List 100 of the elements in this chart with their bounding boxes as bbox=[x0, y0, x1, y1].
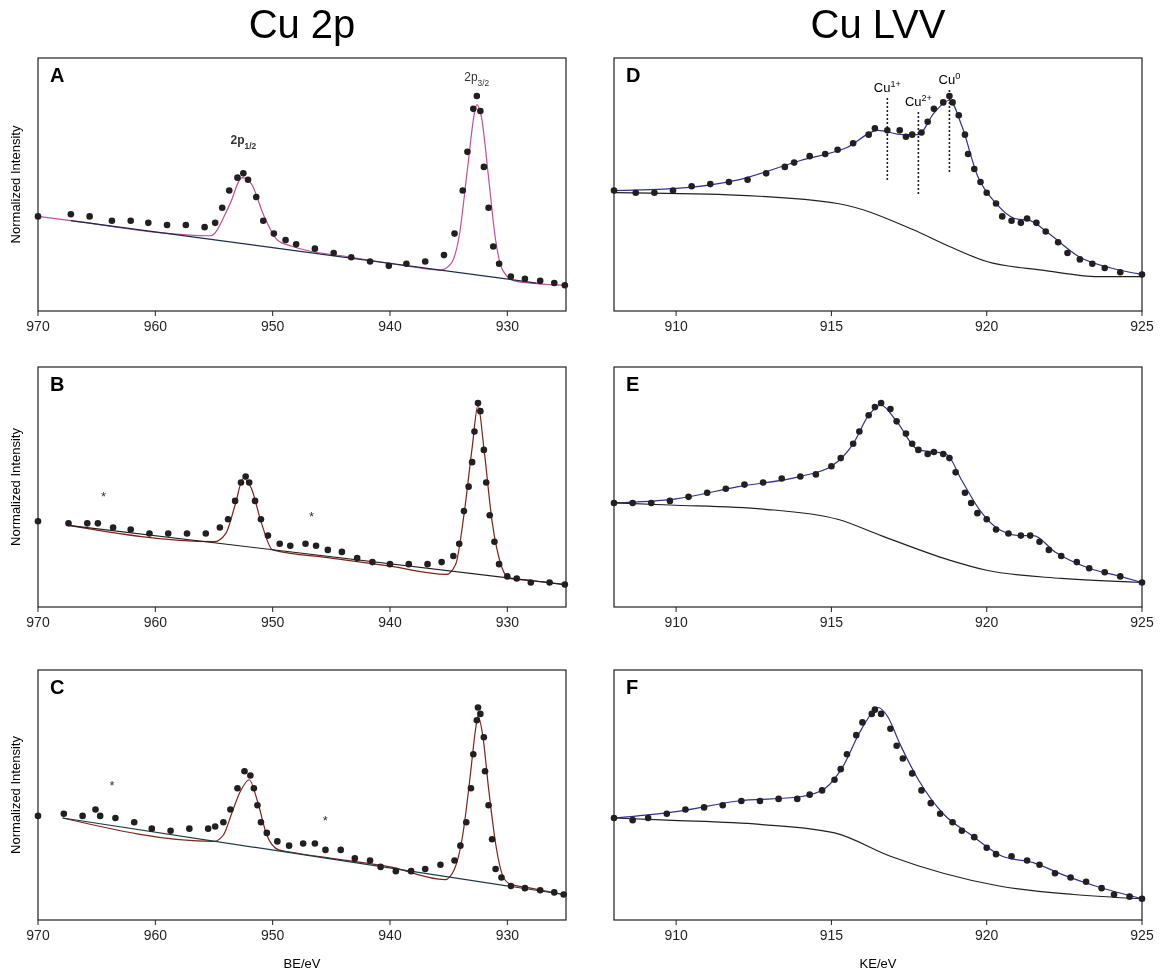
point bbox=[311, 840, 319, 847]
point bbox=[682, 806, 689, 813]
point bbox=[504, 573, 511, 580]
point bbox=[481, 767, 489, 775]
x-tick-label: 915 bbox=[819, 318, 844, 334]
point bbox=[899, 755, 907, 762]
point bbox=[94, 520, 102, 527]
point bbox=[250, 784, 258, 792]
point bbox=[1057, 552, 1065, 560]
point bbox=[644, 814, 652, 822]
point bbox=[330, 249, 337, 257]
point bbox=[311, 245, 319, 252]
x-tick-label: 960 bbox=[143, 927, 168, 943]
point bbox=[700, 804, 708, 811]
point bbox=[257, 515, 265, 523]
point bbox=[1054, 238, 1062, 246]
point bbox=[828, 462, 835, 470]
point bbox=[477, 407, 484, 415]
point bbox=[924, 450, 931, 458]
point bbox=[474, 399, 482, 407]
x-tick-label: 950 bbox=[260, 927, 285, 943]
point bbox=[220, 818, 227, 826]
point bbox=[958, 827, 966, 835]
point bbox=[276, 540, 284, 548]
point bbox=[877, 710, 885, 718]
point bbox=[79, 812, 86, 820]
point bbox=[324, 546, 332, 554]
point bbox=[930, 448, 938, 456]
point bbox=[211, 823, 219, 830]
annotation: 2p$_{1/2}$ bbox=[230, 133, 257, 152]
text: C bbox=[50, 676, 65, 698]
point bbox=[561, 581, 569, 588]
x-tick-label: 910 bbox=[664, 614, 689, 630]
point bbox=[550, 889, 558, 896]
point bbox=[1138, 271, 1146, 278]
point bbox=[440, 251, 448, 259]
point bbox=[424, 560, 431, 568]
point bbox=[669, 187, 677, 194]
point bbox=[270, 230, 278, 237]
point bbox=[812, 471, 820, 478]
x-tick-label: 960 bbox=[143, 614, 168, 630]
point bbox=[241, 767, 248, 775]
point bbox=[92, 806, 99, 813]
point bbox=[1101, 569, 1109, 576]
point bbox=[856, 428, 863, 435]
point bbox=[871, 706, 879, 713]
point bbox=[663, 810, 671, 818]
point bbox=[227, 806, 234, 813]
point bbox=[1101, 264, 1109, 272]
point bbox=[722, 485, 730, 492]
point bbox=[521, 275, 529, 283]
point bbox=[465, 483, 472, 490]
point bbox=[893, 742, 900, 750]
text: E bbox=[626, 373, 640, 395]
point bbox=[477, 107, 484, 115]
point bbox=[902, 430, 910, 437]
annotation: * bbox=[308, 508, 315, 524]
point bbox=[65, 520, 72, 527]
point bbox=[632, 189, 640, 197]
point bbox=[377, 863, 384, 871]
point bbox=[237, 479, 245, 486]
text: D bbox=[626, 64, 641, 86]
chart-title: Cu LVV bbox=[810, 2, 946, 46]
point bbox=[366, 258, 374, 265]
point bbox=[946, 454, 953, 462]
point bbox=[744, 176, 751, 184]
point bbox=[245, 479, 253, 486]
x-tick-label: 970 bbox=[26, 614, 50, 630]
point bbox=[437, 861, 444, 869]
point bbox=[211, 219, 219, 227]
point bbox=[224, 515, 232, 523]
x-tick-label: 940 bbox=[378, 318, 402, 334]
point bbox=[1085, 564, 1093, 572]
annotation: * bbox=[100, 489, 106, 505]
point bbox=[225, 187, 233, 194]
point bbox=[492, 865, 499, 873]
point bbox=[1098, 884, 1105, 892]
point bbox=[927, 799, 935, 807]
point bbox=[896, 127, 904, 134]
point bbox=[1116, 268, 1124, 276]
point bbox=[462, 818, 470, 826]
point bbox=[834, 146, 841, 154]
point bbox=[421, 258, 429, 265]
y-axis-title: Normalized Intensity bbox=[8, 735, 23, 854]
point bbox=[992, 526, 1000, 533]
point bbox=[983, 189, 991, 197]
x-tick-label: 915 bbox=[819, 927, 844, 943]
x-tick-label: 910 bbox=[664, 318, 689, 334]
text: B bbox=[50, 373, 65, 395]
point bbox=[34, 812, 42, 820]
point bbox=[60, 810, 68, 818]
point bbox=[1138, 579, 1146, 586]
point bbox=[488, 835, 496, 843]
point bbox=[471, 428, 478, 435]
ref-line-label: Cu$^{1+}$ bbox=[873, 79, 901, 95]
point bbox=[480, 446, 488, 454]
point bbox=[939, 99, 947, 106]
point bbox=[821, 150, 829, 158]
point bbox=[778, 475, 786, 482]
point bbox=[513, 575, 521, 582]
